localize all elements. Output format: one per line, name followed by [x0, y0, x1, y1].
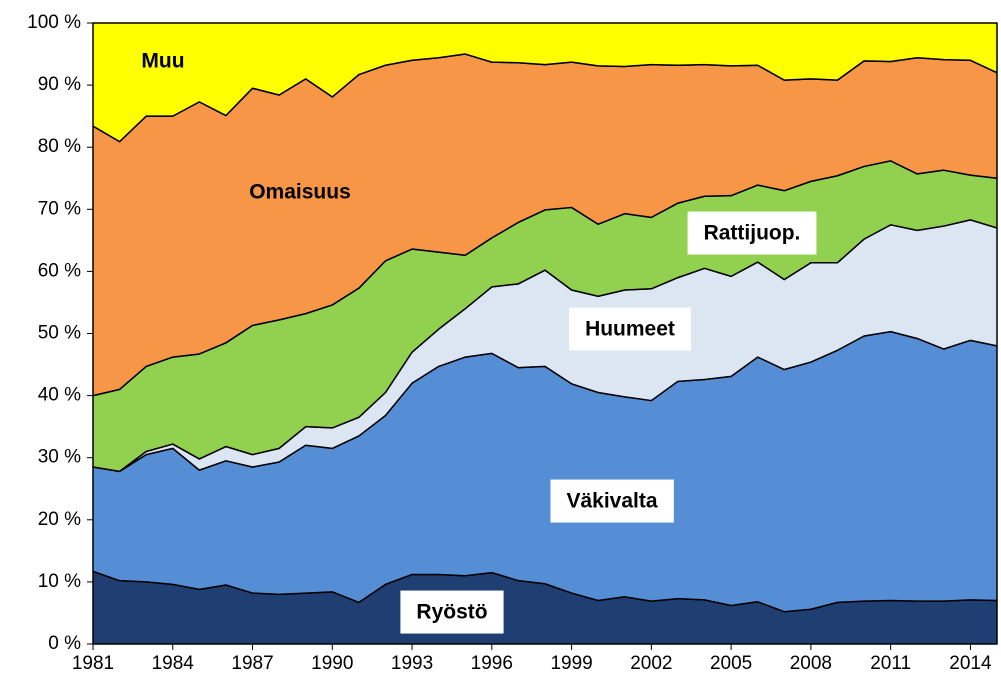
series-label: Väkivalta: [566, 490, 657, 513]
x-tick-label: 1996: [471, 653, 513, 674]
label-box: [687, 211, 817, 255]
x-tick-label: 2005: [710, 653, 752, 674]
x-tick-label: 1993: [391, 653, 433, 674]
series-label: Muu: [141, 50, 184, 73]
y-tick-label: 80 %: [38, 136, 81, 157]
label-box: [550, 479, 674, 523]
y-tick-label: 50 %: [38, 323, 81, 344]
x-tick-label: 1990: [311, 653, 353, 674]
label-box: [400, 590, 504, 634]
x-tick-label: 1999: [550, 653, 592, 674]
series-label: Omaisuus: [249, 181, 351, 204]
y-tick-label: 40 %: [38, 385, 81, 406]
series-label: Huumeet: [585, 318, 675, 341]
y-tick-label: 0 %: [48, 633, 81, 654]
y-tick-label: 70 %: [38, 198, 81, 219]
y-tick-label: 20 %: [38, 509, 81, 530]
x-tick-label: 1981: [72, 653, 114, 674]
x-tick-label: 2014: [949, 653, 992, 674]
x-tick-label: 2008: [790, 653, 832, 674]
label-box: [569, 307, 691, 351]
series-label: Ryöstö: [416, 601, 487, 624]
y-tick-label: 90 %: [38, 74, 81, 95]
y-tick-label: 60 %: [38, 260, 81, 281]
y-tick-label: 100 %: [27, 12, 81, 33]
y-tick-label: 30 %: [38, 447, 81, 468]
series-label: Rattijuop.: [704, 222, 801, 245]
x-tick-label: 1984: [152, 653, 195, 674]
x-tick-label: 2011: [870, 653, 911, 674]
x-tick-label: 2002: [630, 653, 672, 674]
area: [92, 22, 998, 143]
y-tick-label: 10 %: [38, 571, 81, 592]
x-tick-label: 1987: [231, 653, 273, 674]
